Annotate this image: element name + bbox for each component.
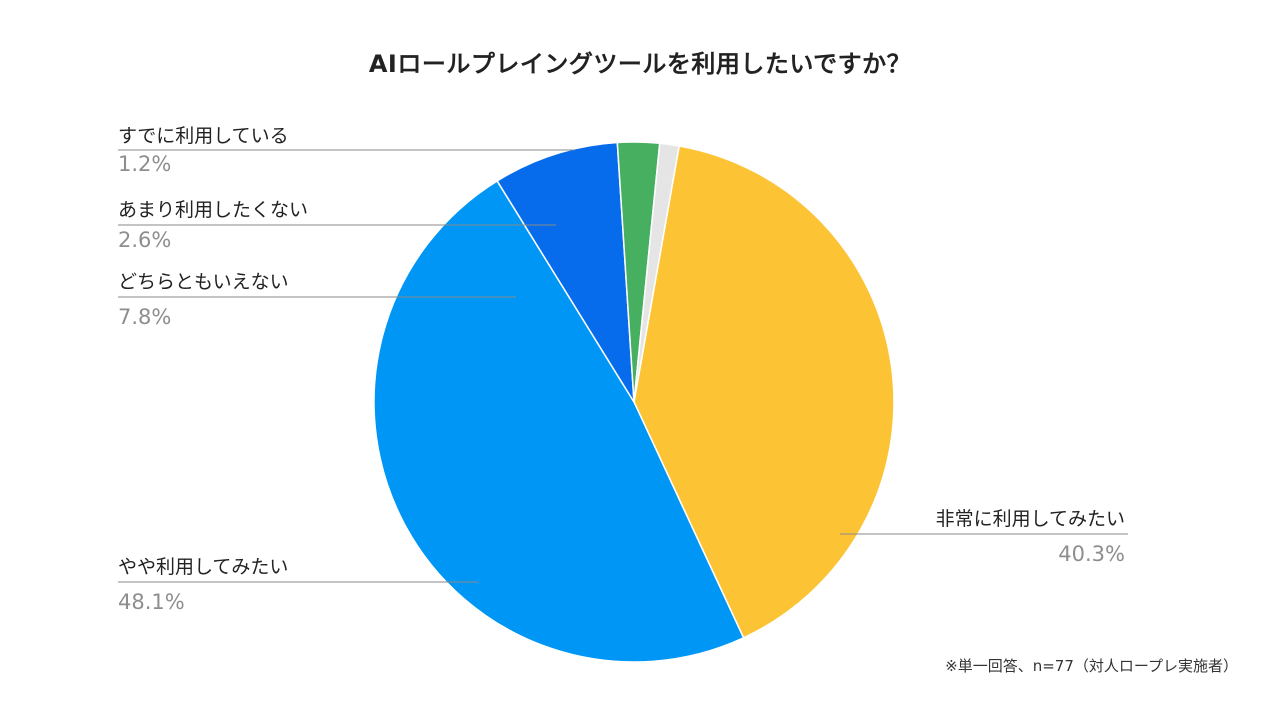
slice-value-4: 2.6% <box>118 228 171 252</box>
slice-value-3: 7.8% <box>118 305 171 329</box>
slice-label-4: あまり利用したくない <box>118 199 308 221</box>
slice-value-2: 48.1% <box>118 590 185 614</box>
pie-slice-2 <box>373 179 745 663</box>
slice-label-3: どちらともいえない <box>118 271 289 293</box>
slice-value-1: 40.3% <box>1058 542 1125 566</box>
slice-label-5: すでに利用している <box>118 125 289 147</box>
callout-labels: 非常に利用してみたい 40.3% やや利用してみたい 48.1% どちらともいえない 7.… <box>118 125 1128 614</box>
pie-slice-1 <box>633 145 895 639</box>
chart-title: AIロールプレイングツールを利用したいですか？ <box>368 50 912 78</box>
pie-slice-3 <box>496 141 635 403</box>
slice-label-1: 非常に利用してみたい <box>936 508 1125 530</box>
slice-label-2: やや利用してみたい <box>118 556 288 578</box>
pie-slices <box>373 141 895 663</box>
footnote: ※単一回答、n=77（対人ロープレ実施者） <box>945 657 1238 675</box>
slice-value-5: 1.2% <box>118 152 171 176</box>
pie-slice-5 <box>633 142 681 403</box>
